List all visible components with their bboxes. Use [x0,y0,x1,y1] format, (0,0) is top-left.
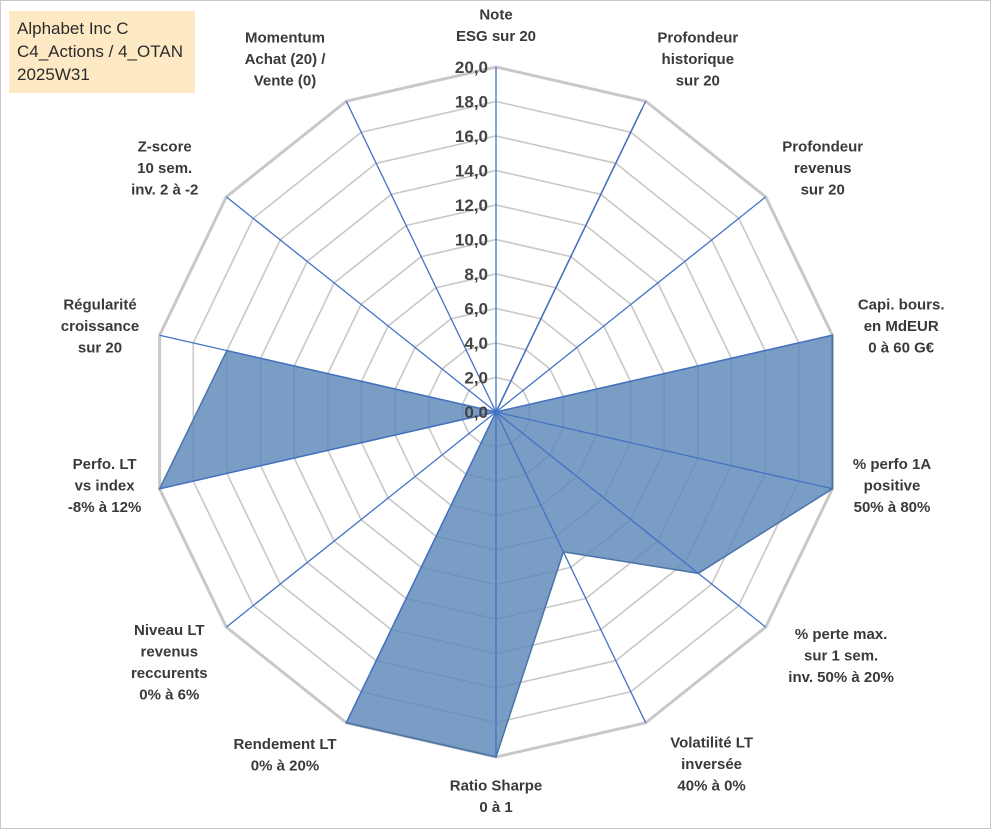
axis-label-2-line-2: sur 20 [801,181,845,198]
axis-label-3-line-1: en MdEUR [864,318,939,335]
axis-label-6-line-0: Volatilité LT [670,735,753,752]
axis-label-1-line-2: sur 20 [676,73,720,90]
axis-label-11-line-2: sur 20 [78,339,122,356]
axis-label-4-line-0: % perfo 1A [853,456,932,473]
axis-label-3-line-0: Capi. bours. [858,296,945,313]
spoke-8 [345,411,497,724]
spoke-4 [495,411,833,490]
spoke-5 [495,411,767,628]
axis-label-5-line-0: % perte max. [795,626,888,643]
axis-label-1-line-0: Profondeur [657,30,738,47]
axis-label-12-line-1: 10 sem. [137,160,192,177]
axis-label-11-line-0: Régularité [63,296,136,313]
axis-label-9-line-2: reccurents [131,665,208,682]
axis-label-5-line-2: inv. 50% à 20% [788,669,894,686]
axis-label-9-line-1: revenus [141,644,199,661]
axis-label-7-line-0: Ratio Sharpe [450,778,543,795]
axis-label-10-line-2: -8% à 12% [68,499,141,516]
axis-label-4-line-1: positive [864,478,921,495]
axis-label-12-line-0: Z-score [138,138,192,155]
axis-label-6-line-2: 40% à 0% [677,778,745,795]
axis-label-2-line-0: Profondeur [782,138,863,155]
spoke-3 [495,334,833,413]
axis-label-13-line-1: Achat (20) / [245,51,327,68]
spoke-12 [225,196,497,413]
spoke-10 [159,411,497,490]
axis-label-9-line-0: Niveau LT [134,622,205,639]
axis-label-10-line-0: Perfo. LT [73,456,137,473]
axis-label-8-line-0: Rendement LT [233,736,336,753]
tick-label-7: 14,0 [455,162,488,181]
axis-label-5-line-1: sur 1 sem. [804,648,878,665]
axis-label-13-line-2: Vente (0) [254,73,317,90]
info-line-portfolio: C4_Actions / 4_OTAN [17,42,183,61]
spoke-13 [345,100,497,413]
tick-label-10: 20,0 [455,58,488,77]
tick-label-0: 0,0 [464,403,488,422]
tick-label-2: 4,0 [464,334,488,353]
info-line-company: Alphabet Inc C [17,19,129,38]
axis-label-4-line-2: 50% à 80% [854,499,931,516]
axis-label-12-line-2: inv. 2 à -2 [131,181,198,198]
axis-label-3-line-2: 0 à 60 G€ [868,339,935,356]
axis-label-2-line-1: revenus [794,160,852,177]
axis-label-9-line-3: 0% à 6% [139,687,199,704]
spoke-11 [159,334,497,413]
axis-label-layer: Note ESG sur 20 Profondeur historique sur 20… [61,7,945,817]
spoke-9 [225,411,497,628]
axis-label-7-line-1: 0 à 1 [479,799,512,816]
spoke-1 [495,100,647,413]
axis-label-10-line-1: vs index [75,478,136,495]
tick-label-4: 8,0 [464,265,488,284]
axis-label-11-line-1: croissance [61,318,139,335]
axis-label-0-line-0: Note [479,7,512,24]
axis-label-1-line-1: historique [662,51,735,68]
axis-label-8-line-1: 0% à 20% [251,757,319,774]
spoke-2 [495,196,767,413]
axis-label-0-line-1: ESG sur 20 [456,28,536,45]
tick-label-1: 2,0 [464,369,488,388]
info-line-week: 2025W31 [17,65,90,84]
tick-label-6: 12,0 [455,196,488,215]
axis-label-13-line-0: Momentum [245,30,325,47]
tick-label-5: 10,0 [455,231,488,250]
tick-label-8: 16,0 [455,127,488,146]
axis-label-6-line-1: inversée [681,756,742,773]
spoke-6 [495,411,647,724]
spoke-layer [159,67,833,757]
tick-label-9: 18,0 [455,93,488,112]
tick-label-layer: 0,0 2,0 4,0 6,0 8,0 10,0 12,0 14,0 16,0 18,0 20,0 [455,58,488,422]
tick-label-3: 6,0 [464,300,488,319]
info-box: Alphabet Inc C C4_Actions / 4_OTAN 2025W… [9,11,195,93]
